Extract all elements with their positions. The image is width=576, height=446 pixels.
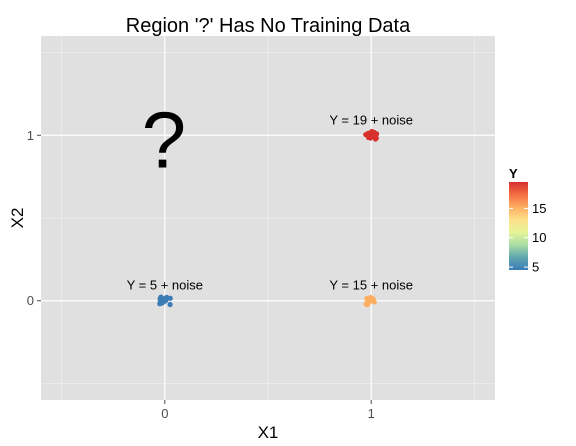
x-tick-label: 1 bbox=[368, 406, 375, 421]
y-tick-label: 1 bbox=[27, 128, 34, 143]
data-point bbox=[162, 298, 169, 304]
y-tick-label: 0 bbox=[27, 293, 34, 308]
legend-title: Y bbox=[509, 166, 518, 181]
annotation-label: Y = 15 + noise bbox=[329, 278, 413, 293]
x-axis-title: X1 bbox=[258, 423, 279, 442]
annotation-label: Y = 19 + noise bbox=[329, 112, 413, 127]
data-point bbox=[371, 299, 377, 305]
data-point bbox=[366, 131, 372, 137]
legend-colorbar bbox=[509, 182, 528, 270]
x-tick-label: 0 bbox=[161, 406, 168, 421]
grid-lines bbox=[41, 36, 495, 400]
y-axis-ticks: 01 bbox=[27, 128, 41, 308]
data-point bbox=[167, 295, 173, 301]
chart-title: Region '?' Has No Training Data bbox=[126, 15, 411, 37]
color-legend: Y 5 10 15 bbox=[509, 166, 546, 275]
legend-tick-label: 10 bbox=[532, 230, 546, 245]
data-point bbox=[157, 297, 163, 303]
annotations: Y = 5 + noise Y = 15 + noise Y = 19 + nois… bbox=[127, 112, 413, 292]
legend-tick-label: 5 bbox=[532, 260, 539, 275]
question-mark: ? bbox=[142, 95, 187, 184]
data-point bbox=[365, 301, 371, 307]
data-point bbox=[371, 133, 377, 139]
data-point bbox=[167, 301, 173, 308]
y-axis-title: X2 bbox=[8, 208, 27, 229]
data-points bbox=[157, 128, 380, 308]
data-point bbox=[367, 294, 374, 301]
annotation-label: Y = 5 + noise bbox=[127, 278, 203, 293]
legend-tick-label: 15 bbox=[532, 201, 546, 216]
